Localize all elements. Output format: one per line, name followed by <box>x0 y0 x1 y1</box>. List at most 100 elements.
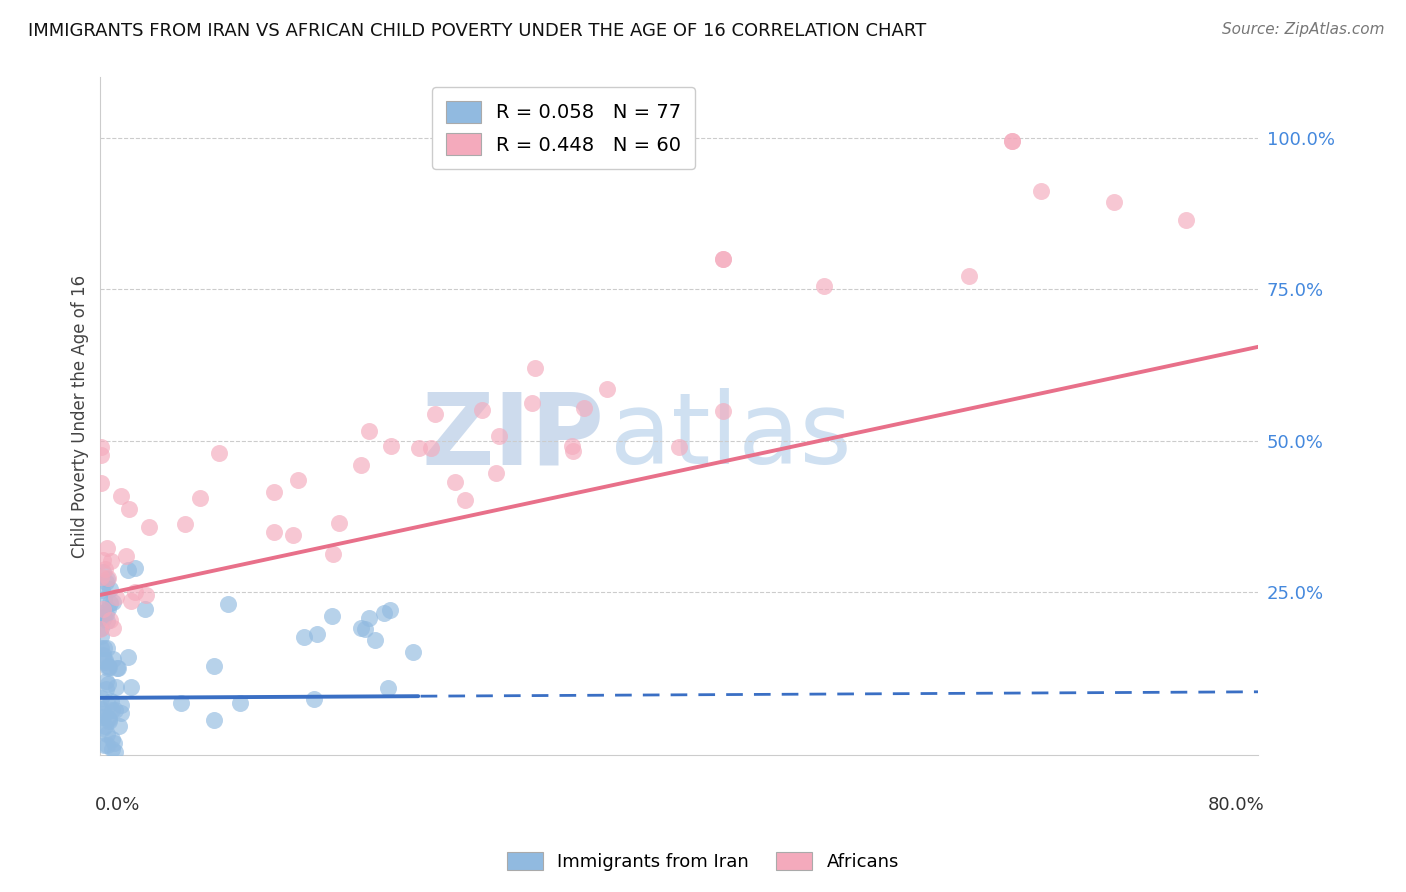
Text: 0.0%: 0.0% <box>94 796 141 814</box>
Point <box>94 607 117 622</box>
Point <box>93 565 115 579</box>
Point <box>90 570 112 584</box>
Point <box>1001 134 1024 148</box>
Point <box>101 703 124 717</box>
Point <box>97 711 120 725</box>
Point <box>91 553 114 567</box>
Point <box>96 738 118 752</box>
Point <box>90 701 112 715</box>
Point <box>91 583 114 598</box>
Point <box>98 659 121 673</box>
Point <box>138 520 160 534</box>
Point <box>98 582 121 597</box>
Legend: R = 0.058   N = 77, R = 0.448   N = 60: R = 0.058 N = 77, R = 0.448 N = 60 <box>432 87 695 169</box>
Point <box>101 742 124 756</box>
Point <box>957 268 980 283</box>
Point <box>96 614 118 628</box>
Point <box>98 595 121 609</box>
Point <box>96 726 118 740</box>
Point <box>110 698 132 712</box>
Point <box>105 680 128 694</box>
Point <box>97 658 120 673</box>
Point <box>96 572 118 586</box>
Point <box>90 621 112 635</box>
Point <box>302 691 325 706</box>
Point <box>101 732 124 747</box>
Point <box>94 652 117 666</box>
Point <box>263 525 285 540</box>
Point <box>117 563 139 577</box>
Point <box>204 659 226 673</box>
Text: Source: ZipAtlas.com: Source: ZipAtlas.com <box>1222 22 1385 37</box>
Point <box>668 440 690 454</box>
Point <box>562 444 585 458</box>
Point <box>94 562 117 576</box>
Point <box>488 429 510 443</box>
Point <box>229 696 252 710</box>
Point <box>108 719 131 733</box>
Point <box>91 602 114 616</box>
Point <box>711 252 734 266</box>
Point <box>89 623 111 637</box>
Point <box>373 606 395 620</box>
Point <box>124 584 146 599</box>
Point <box>281 528 304 542</box>
Point <box>357 425 380 439</box>
Point <box>321 609 343 624</box>
Point <box>322 548 344 562</box>
Point <box>364 633 387 648</box>
Point <box>90 475 112 490</box>
Point <box>134 601 156 615</box>
Point <box>90 606 112 620</box>
Point <box>117 650 139 665</box>
Point <box>357 610 380 624</box>
Point <box>93 591 115 606</box>
Point <box>307 627 329 641</box>
Point <box>124 561 146 575</box>
Point <box>135 588 157 602</box>
Y-axis label: Child Poverty Under the Age of 16: Child Poverty Under the Age of 16 <box>72 275 89 558</box>
Point <box>120 594 142 608</box>
Point <box>292 630 315 644</box>
Point <box>94 681 117 696</box>
Point <box>110 489 132 503</box>
Text: 80.0%: 80.0% <box>1208 796 1264 814</box>
Point <box>217 597 239 611</box>
Point <box>350 458 373 472</box>
Point <box>104 590 127 604</box>
Point <box>471 403 494 417</box>
Point <box>101 652 124 666</box>
Point <box>208 446 231 460</box>
Point <box>98 714 121 729</box>
Point <box>98 613 121 627</box>
Text: IMMIGRANTS FROM IRAN VS AFRICAN CHILD POVERTY UNDER THE AGE OF 16 CORRELATION CH: IMMIGRANTS FROM IRAN VS AFRICAN CHILD PO… <box>28 22 927 40</box>
Point <box>100 554 122 568</box>
Point <box>91 721 114 735</box>
Point <box>107 661 129 675</box>
Point <box>93 641 115 656</box>
Point <box>105 661 128 675</box>
Point <box>444 475 467 490</box>
Point <box>454 493 477 508</box>
Point <box>380 439 402 453</box>
Point <box>188 491 211 505</box>
Point <box>91 612 114 626</box>
Point <box>97 698 120 712</box>
Point <box>97 661 120 675</box>
Point <box>354 623 377 637</box>
Point <box>711 403 734 417</box>
Point <box>94 575 117 590</box>
Point <box>522 396 544 410</box>
Point <box>90 710 112 724</box>
Point <box>485 466 508 480</box>
Point <box>174 517 197 532</box>
Point <box>572 401 595 415</box>
Point <box>93 655 115 669</box>
Point <box>1175 212 1198 227</box>
Point <box>1001 134 1024 148</box>
Point <box>110 706 132 721</box>
Legend: Immigrants from Iran, Africans: Immigrants from Iran, Africans <box>499 845 907 879</box>
Text: ZIP: ZIP <box>422 388 605 485</box>
Point <box>408 441 430 455</box>
Point <box>97 677 120 691</box>
